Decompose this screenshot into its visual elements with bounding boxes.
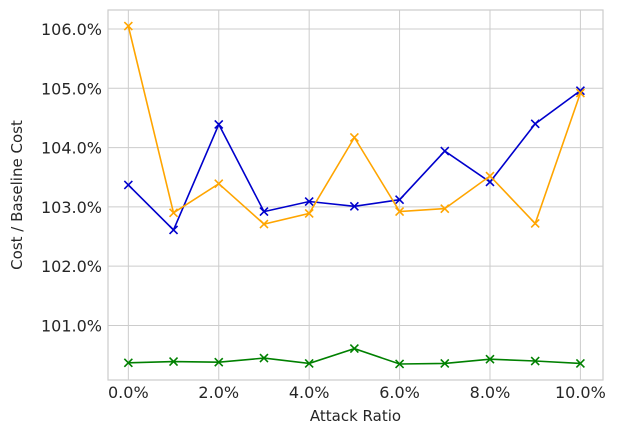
x-tick-label: 6.0% bbox=[379, 383, 420, 402]
data-point-marker bbox=[440, 204, 450, 214]
y-tick-label: 104.0% bbox=[41, 139, 102, 158]
y-tick-label: 103.0% bbox=[41, 198, 102, 217]
series-layer bbox=[123, 21, 585, 369]
data-point-marker bbox=[214, 119, 224, 130]
data-point-marker bbox=[123, 358, 133, 368]
data-point-marker bbox=[485, 171, 495, 181]
data-point-marker bbox=[349, 132, 359, 143]
x-axis-ticks: 0.0% 2.0% 4.0% 6.0% 8.0% 10.0% bbox=[108, 383, 606, 402]
data-point-marker bbox=[123, 180, 133, 190]
y-tick-label: 106.0% bbox=[41, 20, 102, 39]
data-point-marker bbox=[168, 208, 179, 218]
x-tick-label: 8.0% bbox=[470, 383, 511, 402]
data-point-marker bbox=[395, 359, 405, 369]
data-point-marker bbox=[395, 195, 405, 205]
y-tick-label: 102.0% bbox=[41, 257, 102, 276]
series-line bbox=[127, 89, 581, 232]
y-axis-ticks: 101.0% 102.0% 103.0% 104.0% 105.0% 106.0% bbox=[41, 20, 102, 335]
data-point-marker bbox=[304, 196, 314, 207]
y-tick-label: 101.0% bbox=[41, 316, 102, 335]
data-point-marker bbox=[168, 225, 179, 235]
series-2 bbox=[123, 21, 585, 229]
data-point-marker bbox=[530, 218, 540, 229]
series-line bbox=[128, 347, 581, 365]
data-point-marker bbox=[575, 86, 585, 96]
data-point-marker bbox=[485, 354, 495, 364]
series-3 bbox=[123, 344, 585, 369]
x-tick-label: 10.0% bbox=[555, 383, 606, 402]
plot-area-frame bbox=[107, 9, 604, 381]
data-point-marker bbox=[259, 207, 269, 217]
data-point-marker bbox=[575, 88, 585, 98]
y-axis-label: Cost / Baseline Cost bbox=[8, 120, 26, 270]
data-point-marker bbox=[530, 119, 540, 129]
x-tick-label: 4.0% bbox=[289, 383, 330, 402]
data-point-marker bbox=[123, 21, 133, 31]
grid-lines bbox=[108, 10, 603, 380]
x-tick-label: 2.0% bbox=[198, 383, 239, 402]
data-point-marker bbox=[349, 201, 359, 211]
data-point-marker bbox=[259, 219, 269, 229]
series-line bbox=[127, 25, 582, 226]
data-point-marker bbox=[530, 356, 540, 366]
data-point-marker bbox=[395, 207, 405, 217]
y-tick-label: 105.0% bbox=[41, 79, 102, 98]
x-axis-label: Attack Ratio bbox=[310, 407, 401, 425]
data-point-marker bbox=[304, 208, 314, 218]
data-point-marker bbox=[214, 179, 224, 189]
data-point-marker bbox=[440, 358, 450, 368]
data-point-marker bbox=[259, 353, 269, 363]
x-tick-label: 0.0% bbox=[108, 383, 149, 402]
data-point-marker bbox=[168, 357, 179, 367]
data-point-marker bbox=[214, 357, 224, 367]
data-point-marker bbox=[440, 146, 450, 156]
series-1 bbox=[123, 86, 585, 235]
data-point-marker bbox=[349, 344, 359, 354]
data-point-marker bbox=[304, 358, 314, 368]
data-point-marker bbox=[575, 358, 585, 368]
